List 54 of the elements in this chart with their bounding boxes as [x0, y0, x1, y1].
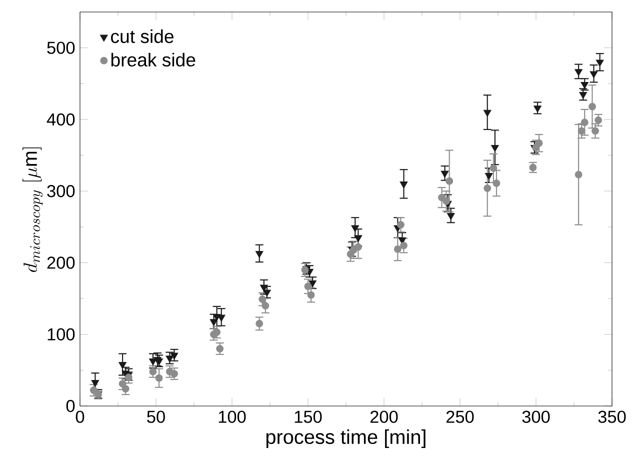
- point: [483, 110, 492, 117]
- point: [255, 251, 264, 258]
- y-tick-label: 100: [48, 328, 75, 340]
- y-tick-label: 400: [46, 113, 75, 126]
- point: [91, 380, 100, 387]
- y-tick-label: 0: [66, 400, 75, 412]
- point: [578, 127, 586, 135]
- point: [574, 69, 583, 76]
- legend-label: break side: [111, 52, 196, 67]
- x-tick-label: 250: [446, 410, 474, 423]
- point: [400, 242, 408, 250]
- point: [307, 291, 315, 299]
- y-tick-label: 300: [47, 184, 75, 198]
- point: [534, 106, 542, 113]
- point: [579, 92, 588, 99]
- y-axis-title: $d_{microscopy}\ [\mu\mathrm{m}]$: [22, 148, 43, 272]
- point: [400, 182, 408, 188]
- x-tick-label: 300: [522, 410, 550, 423]
- point: [490, 164, 498, 172]
- point: [256, 320, 264, 328]
- point: [588, 102, 596, 110]
- point: [262, 302, 270, 310]
- point: [491, 145, 499, 152]
- point: [590, 71, 598, 78]
- point: [446, 177, 454, 185]
- point: [155, 374, 163, 382]
- x-tick-label: 150: [294, 410, 322, 423]
- point: [580, 118, 588, 126]
- point: [440, 170, 449, 178]
- point: [592, 127, 600, 135]
- point: [263, 290, 271, 297]
- y-tick-label: 200: [47, 256, 75, 269]
- x-tick-label: 50: [147, 410, 165, 423]
- x-tick-label: 100: [218, 410, 246, 423]
- point: [492, 179, 500, 187]
- x-axis-title: process time [min]: [266, 429, 426, 448]
- y-tick-label: 500: [47, 42, 75, 54]
- legend-label: cut side: [111, 29, 174, 44]
- x-tick-label: 350: [598, 410, 626, 423]
- x-tick-label: 200: [370, 410, 398, 423]
- point: [596, 60, 604, 67]
- point: [210, 319, 218, 326]
- point: [394, 245, 402, 253]
- point: [351, 225, 360, 232]
- point: [484, 184, 492, 192]
- point: [442, 197, 450, 205]
- point: [529, 164, 537, 172]
- point: [216, 344, 224, 352]
- point: [574, 170, 582, 178]
- point: [397, 221, 404, 228]
- point: [354, 235, 362, 242]
- point: [118, 362, 127, 369]
- x-tick-label: 0: [76, 410, 84, 423]
- point: [484, 172, 493, 180]
